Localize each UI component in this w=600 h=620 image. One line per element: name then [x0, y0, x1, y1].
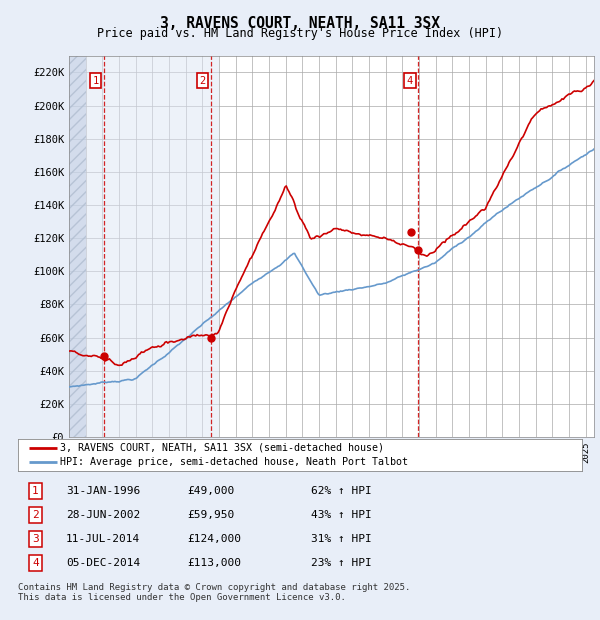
Text: 43% ↑ HPI: 43% ↑ HPI [311, 510, 372, 520]
Text: 23% ↑ HPI: 23% ↑ HPI [311, 558, 372, 569]
Text: £124,000: £124,000 [187, 534, 241, 544]
Text: 3, RAVENS COURT, NEATH, SA11 3SX: 3, RAVENS COURT, NEATH, SA11 3SX [160, 16, 440, 30]
Point [99, 351, 109, 361]
Text: 2: 2 [199, 76, 205, 86]
Text: Contains HM Land Registry data © Crown copyright and database right 2025.
This d: Contains HM Land Registry data © Crown c… [18, 583, 410, 602]
Point [413, 245, 422, 255]
Text: 28-JUN-2002: 28-JUN-2002 [66, 510, 140, 520]
Text: 4: 4 [407, 76, 413, 86]
Text: 11-JUL-2014: 11-JUL-2014 [66, 534, 140, 544]
Text: £59,950: £59,950 [187, 510, 235, 520]
Bar [86, 56, 219, 437]
Text: 62% ↑ HPI: 62% ↑ HPI [311, 486, 372, 497]
Text: 31% ↑ HPI: 31% ↑ HPI [311, 534, 372, 544]
Text: £49,000: £49,000 [187, 486, 235, 497]
Text: HPI: Average price, semi-detached house, Neath Port Talbot: HPI: Average price, semi-detached house,… [60, 457, 409, 467]
Text: 31-JAN-1996: 31-JAN-1996 [66, 486, 140, 497]
Point [406, 226, 416, 236]
Text: 3: 3 [32, 534, 39, 544]
Text: 3, RAVENS COURT, NEATH, SA11 3SX (semi-detached house): 3, RAVENS COURT, NEATH, SA11 3SX (semi-d… [60, 443, 385, 453]
Text: 1: 1 [92, 76, 99, 86]
Text: 05-DEC-2014: 05-DEC-2014 [66, 558, 140, 569]
Point [206, 333, 215, 343]
Text: 1: 1 [32, 486, 39, 497]
Text: 2: 2 [32, 510, 39, 520]
Bar [69, 56, 86, 437]
Text: £113,000: £113,000 [187, 558, 241, 569]
Text: Price paid vs. HM Land Registry's House Price Index (HPI): Price paid vs. HM Land Registry's House … [97, 27, 503, 40]
Text: 4: 4 [32, 558, 39, 569]
